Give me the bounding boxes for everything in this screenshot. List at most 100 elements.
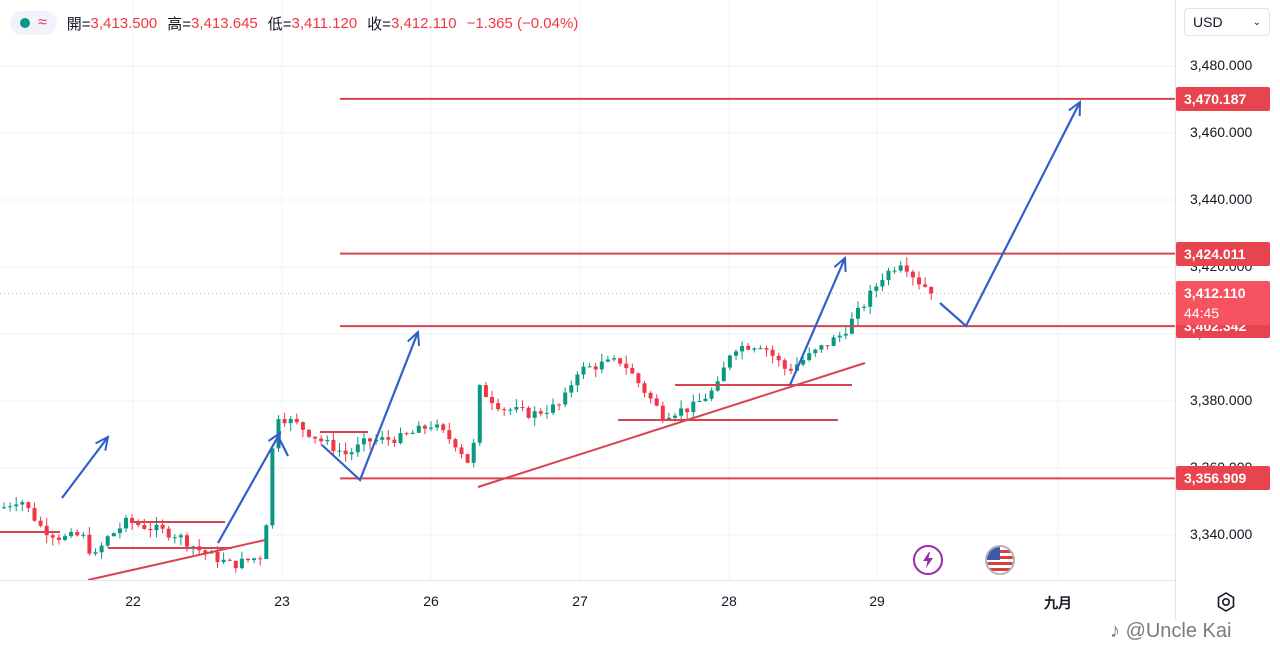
- candle: [313, 436, 318, 444]
- last-price-tag: 3,412.110 44:45: [1176, 281, 1270, 326]
- candle: [355, 436, 360, 457]
- candle: [648, 391, 653, 404]
- chevron-down-icon: ⌄: [1252, 16, 1261, 28]
- candle: [483, 381, 488, 398]
- event-lightning-icon[interactable]: [913, 545, 943, 575]
- candle: [404, 431, 409, 436]
- candle: [398, 427, 403, 445]
- candle: [642, 381, 647, 398]
- candle: [63, 533, 67, 542]
- candle: [917, 271, 921, 290]
- candle: [563, 387, 568, 408]
- candle: [93, 548, 98, 556]
- candle: [801, 356, 806, 367]
- candle: [264, 523, 269, 560]
- candle: [56, 534, 61, 545]
- time-tick-label: 28: [721, 593, 737, 609]
- candle: [880, 273, 885, 292]
- candle: [294, 413, 299, 425]
- candle: [892, 266, 897, 274]
- candle: [361, 433, 366, 452]
- projection-arrow-head: [833, 255, 847, 273]
- candle: [770, 345, 775, 364]
- time-tick-label: 23: [274, 593, 290, 609]
- projection-arrow: [61, 436, 109, 499]
- candle: [435, 419, 440, 431]
- candle: [429, 421, 433, 432]
- candle: [246, 558, 250, 563]
- price-tick-label: 3,340.000: [1190, 526, 1253, 542]
- time-axis[interactable]: [0, 580, 1175, 621]
- symbol-pill[interactable]: ≈: [10, 11, 57, 35]
- candle: [605, 355, 610, 363]
- candlestick-chart[interactable]: [0, 0, 1175, 580]
- candle: [32, 502, 37, 523]
- candle: [709, 387, 714, 402]
- candle: [752, 347, 757, 353]
- candle: [441, 422, 446, 434]
- candle: [50, 531, 55, 546]
- trend-line: [87, 539, 266, 580]
- currency-select[interactable]: USD ⌄: [1184, 8, 1270, 36]
- candle: [788, 363, 793, 375]
- candle: [868, 284, 873, 315]
- projection-arrow-head: [1068, 99, 1082, 117]
- candle: [300, 421, 305, 438]
- candle: [856, 301, 860, 327]
- candle: [502, 407, 507, 416]
- candle: [105, 535, 110, 548]
- candle: [734, 349, 738, 360]
- candle: [514, 399, 519, 413]
- candle: [910, 269, 915, 286]
- projection-arrow-tail: [277, 435, 289, 457]
- projection-arrow: [217, 432, 281, 544]
- candle: [727, 354, 732, 371]
- candle: [551, 398, 555, 416]
- candle: [75, 529, 80, 537]
- candle: [581, 362, 586, 379]
- projection-arrow: [788, 257, 847, 386]
- high-label: 高=: [167, 15, 192, 33]
- bar-countdown: 44:45: [1184, 305, 1220, 322]
- candle: [825, 345, 830, 350]
- candle: [422, 424, 427, 435]
- price-tick-label: 3,460.000: [1190, 124, 1253, 140]
- candle: [38, 516, 43, 528]
- projection-arrow-head: [95, 435, 110, 451]
- candle: [630, 363, 635, 374]
- candle: [87, 527, 92, 556]
- candle: [410, 430, 415, 435]
- open-value: 3,413.500: [90, 14, 158, 32]
- candle: [166, 525, 171, 541]
- candle: [636, 372, 641, 388]
- candle: [557, 403, 562, 411]
- candle: [544, 405, 549, 419]
- candle: [849, 312, 854, 335]
- candle: [618, 357, 623, 367]
- candle: [349, 448, 354, 461]
- candle: [837, 331, 842, 342]
- candle: [368, 437, 372, 450]
- candle: [666, 412, 671, 421]
- candle: [703, 393, 708, 402]
- time-tick-label: 29: [869, 593, 885, 609]
- chart-plot-area[interactable]: [0, 0, 1175, 580]
- price-tick-label: 3,440.000: [1190, 191, 1253, 207]
- projection-arrow: [321, 331, 420, 482]
- candle: [587, 363, 592, 368]
- candle: [258, 555, 263, 566]
- candle: [14, 497, 19, 512]
- ohlc-legend: ≈ 開= 3,413.500 高= 3,413.645 低= 3,411.120 收=…: [10, 10, 578, 36]
- candle: [111, 532, 116, 537]
- projection-arrow: [939, 101, 1081, 328]
- candle: [447, 422, 452, 444]
- candle: [453, 437, 458, 452]
- candle: [252, 557, 257, 564]
- candle: [331, 432, 336, 457]
- candle: [923, 277, 928, 288]
- us-flag-event-icon[interactable]: [985, 545, 1015, 575]
- candle: [758, 345, 763, 350]
- candle: [593, 363, 598, 378]
- settings-gear-icon[interactable]: [1214, 590, 1238, 614]
- candle: [124, 515, 128, 533]
